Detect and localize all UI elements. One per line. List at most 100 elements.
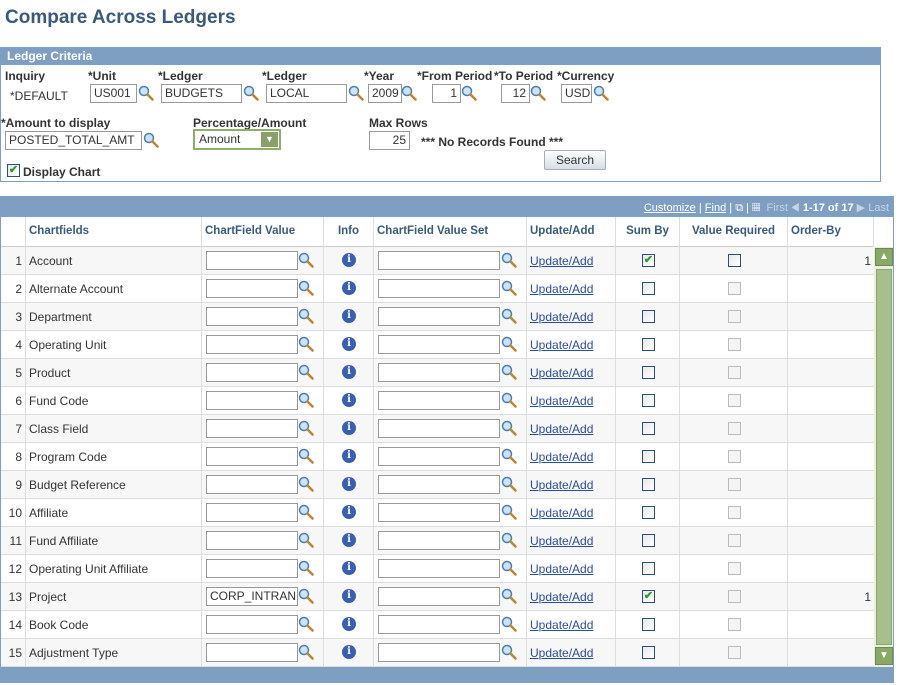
magnifier-icon[interactable] <box>298 336 314 352</box>
chartfield-value-input[interactable] <box>206 531 298 550</box>
info-icon[interactable]: i <box>342 365 356 379</box>
chartfield-value-input[interactable] <box>206 279 298 298</box>
sum-by-checkbox[interactable] <box>642 394 655 407</box>
sum-by-checkbox[interactable] <box>642 310 655 323</box>
chartfield-value-input[interactable] <box>206 503 298 522</box>
value-set-input[interactable] <box>378 419 500 438</box>
info-icon[interactable]: i <box>342 393 356 407</box>
sum-by-checkbox[interactable] <box>642 534 655 547</box>
update-add-link[interactable]: Update/Add <box>530 450 594 464</box>
magnifier-icon[interactable] <box>501 616 517 632</box>
magnifier-icon[interactable] <box>298 476 314 492</box>
max-rows-input[interactable]: 25 <box>369 131 410 150</box>
info-icon[interactable]: i <box>342 337 356 351</box>
magnifier-icon[interactable] <box>298 532 314 548</box>
info-icon[interactable]: i <box>342 645 356 659</box>
amount-input[interactable]: POSTED_TOTAL_AMT <box>5 131 142 150</box>
update-add-link[interactable]: Update/Add <box>530 618 594 632</box>
update-add-link[interactable]: Update/Add <box>530 338 594 352</box>
magnifier-icon[interactable] <box>501 560 517 576</box>
currency-input[interactable]: USD <box>561 84 592 103</box>
magnifier-icon[interactable] <box>501 420 517 436</box>
to-period-input[interactable]: 12 <box>501 84 530 103</box>
display-chart-checkbox[interactable]: ✔ <box>7 164 20 177</box>
value-set-input[interactable] <box>378 531 500 550</box>
update-add-link[interactable]: Update/Add <box>530 366 594 380</box>
chartfield-value-input[interactable] <box>206 559 298 578</box>
amount-lookup-icon[interactable] <box>143 132 159 148</box>
magnifier-icon[interactable] <box>501 336 517 352</box>
chartfield-value-input[interactable] <box>206 363 298 382</box>
view-all-icon[interactable]: ⧉ <box>735 202 744 214</box>
magnifier-icon[interactable] <box>501 252 517 268</box>
value-set-input[interactable] <box>378 251 500 270</box>
value-required-checkbox[interactable] <box>728 254 741 267</box>
magnifier-icon[interactable] <box>501 280 517 296</box>
value-set-input[interactable] <box>378 503 500 522</box>
sum-by-checkbox[interactable] <box>642 562 655 575</box>
chartfield-value-input[interactable] <box>206 615 298 634</box>
magnifier-icon[interactable] <box>501 392 517 408</box>
chartfield-value-input[interactable] <box>206 447 298 466</box>
magnifier-icon[interactable] <box>298 588 314 604</box>
value-set-input[interactable] <box>378 559 500 578</box>
search-button[interactable]: Search <box>544 150 606 170</box>
update-add-link[interactable]: Update/Add <box>530 282 594 296</box>
info-icon[interactable]: i <box>342 533 356 547</box>
sum-by-checkbox[interactable] <box>642 646 655 659</box>
scroll-thumb[interactable] <box>876 269 892 645</box>
magnifier-icon[interactable] <box>501 588 517 604</box>
chartfield-value-input[interactable] <box>206 391 298 410</box>
unit-lookup-icon[interactable] <box>138 85 154 101</box>
value-set-input[interactable] <box>378 335 500 354</box>
magnifier-icon[interactable] <box>298 616 314 632</box>
sum-by-checkbox[interactable] <box>642 618 655 631</box>
magnifier-icon[interactable] <box>298 280 314 296</box>
magnifier-icon[interactable] <box>298 504 314 520</box>
scroll-down-icon[interactable]: ▼ <box>875 647 893 665</box>
info-icon[interactable]: i <box>342 253 356 267</box>
magnifier-icon[interactable] <box>298 308 314 324</box>
sum-by-checkbox[interactable]: ✔ <box>642 590 655 603</box>
find-link[interactable]: Find <box>704 202 727 214</box>
from-period-lookup-icon[interactable] <box>461 85 477 101</box>
value-set-input[interactable] <box>378 447 500 466</box>
sum-by-checkbox[interactable] <box>642 338 655 351</box>
chartfield-value-input[interactable]: CORP_INTRANET <box>206 587 298 606</box>
ledger2-input[interactable]: LOCAL <box>266 84 347 103</box>
magnifier-icon[interactable] <box>298 252 314 268</box>
download-grid-icon[interactable]: ▦ <box>752 202 761 214</box>
update-add-link[interactable]: Update/Add <box>530 562 594 576</box>
from-period-input[interactable]: 1 <box>432 84 461 103</box>
currency-lookup-icon[interactable] <box>593 85 609 101</box>
update-add-link[interactable]: Update/Add <box>530 478 594 492</box>
info-icon[interactable]: i <box>342 505 356 519</box>
update-add-link[interactable]: Update/Add <box>530 254 594 268</box>
update-add-link[interactable]: Update/Add <box>530 394 594 408</box>
magnifier-icon[interactable] <box>501 364 517 380</box>
info-icon[interactable]: i <box>342 477 356 491</box>
value-set-input[interactable] <box>378 587 500 606</box>
grid-scrollbar[interactable]: ▲ ▼ <box>874 247 893 667</box>
magnifier-icon[interactable] <box>298 560 314 576</box>
chartfield-value-input[interactable] <box>206 251 298 270</box>
chartfield-value-input[interactable] <box>206 307 298 326</box>
info-icon[interactable]: i <box>342 449 356 463</box>
sum-by-checkbox[interactable] <box>642 506 655 519</box>
sum-by-checkbox[interactable] <box>642 366 655 379</box>
ledger1-lookup-icon[interactable] <box>243 85 259 101</box>
value-set-input[interactable] <box>378 279 500 298</box>
year-lookup-icon[interactable] <box>401 85 417 101</box>
sum-by-checkbox[interactable] <box>642 478 655 491</box>
info-icon[interactable]: i <box>342 589 356 603</box>
magnifier-icon[interactable] <box>298 420 314 436</box>
update-add-link[interactable]: Update/Add <box>530 310 594 324</box>
value-set-input[interactable] <box>378 363 500 382</box>
magnifier-icon[interactable] <box>501 532 517 548</box>
sum-by-checkbox[interactable] <box>642 422 655 435</box>
value-set-input[interactable] <box>378 643 500 662</box>
update-add-link[interactable]: Update/Add <box>530 646 594 660</box>
info-icon[interactable]: i <box>342 617 356 631</box>
magnifier-icon[interactable] <box>501 504 517 520</box>
magnifier-icon[interactable] <box>298 644 314 660</box>
